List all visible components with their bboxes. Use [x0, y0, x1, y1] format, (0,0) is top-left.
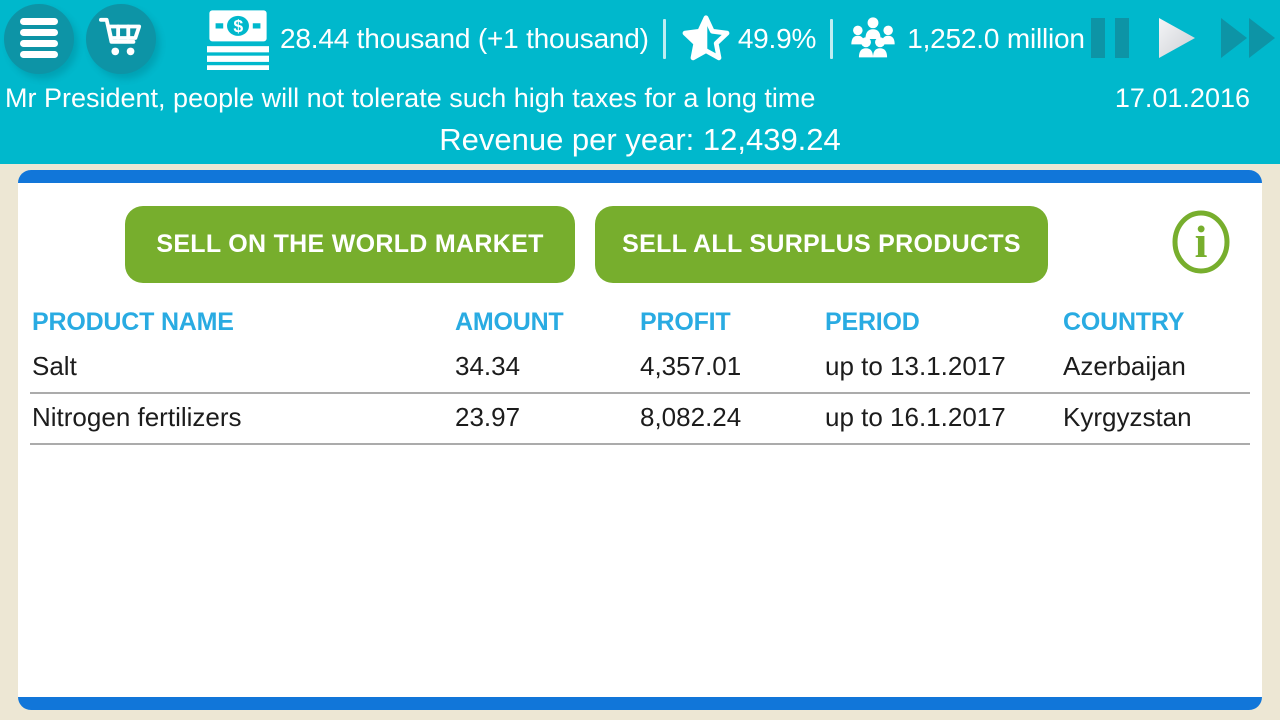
- topbar-controls-row: $ 28.44 thousand (+1 thousand): [0, 0, 1280, 78]
- panel-bottom-edge: [18, 697, 1262, 710]
- cell-product: Nitrogen fertilizers: [30, 393, 455, 445]
- info-icon: i: [1170, 209, 1232, 278]
- table-row: Nitrogen fertilizers 23.97 8,082.24 up t…: [30, 393, 1250, 445]
- info-button[interactable]: i: [1170, 210, 1232, 276]
- col-product-name: PRODUCT NAME: [32, 308, 234, 336]
- cell-product: Salt: [30, 343, 455, 394]
- approval-value: 49.9%: [737, 23, 817, 54]
- contracts-table: PRODUCT NAME AMOUNT PROFIT PERIOD COUNTR…: [30, 306, 1250, 445]
- dollar-glyph: $: [233, 16, 243, 36]
- cell-profit: 4,357.01: [640, 343, 825, 394]
- cell-profit: 8,082.24: [640, 393, 825, 445]
- cell-country: Azerbaijan: [1063, 343, 1250, 394]
- revenue-per-year: Revenue per year: 12,439.24: [439, 122, 841, 157]
- rating-icon: [680, 13, 732, 65]
- col-amount: AMOUNT: [455, 308, 564, 336]
- game-date: 17.01.2016: [1114, 82, 1250, 113]
- treasury-stat: $ 28.44 thousand (+1 thousand): [206, 8, 649, 70]
- revenue-row: Revenue per year: 12,439.24: [0, 116, 1280, 164]
- col-country: COUNTRY: [1063, 308, 1185, 336]
- pause-button[interactable]: [1085, 13, 1137, 66]
- cell-amount: 34.34: [455, 343, 640, 394]
- stat-separator: [662, 19, 666, 59]
- menu-button[interactable]: [4, 4, 74, 74]
- cell-period: up to 13.1.2017: [825, 343, 1063, 394]
- approval-stat: 49.9%: [680, 13, 816, 65]
- population-icon: [847, 14, 899, 64]
- treasury-value: 28.44 thousand (+1 thousand): [280, 23, 649, 54]
- col-period: PERIOD: [825, 308, 920, 336]
- money-icon: $: [206, 8, 270, 70]
- cell-country: Kyrgyzstan: [1063, 393, 1250, 445]
- population-value: 1,252.0 million: [907, 23, 1085, 54]
- table-row: Salt 34.34 4,357.01 up to 13.1.2017 Azer…: [30, 343, 1250, 394]
- fast-forward-button[interactable]: [1217, 13, 1280, 66]
- play-button[interactable]: [1153, 12, 1201, 67]
- panel-top-edge: [18, 170, 1262, 183]
- info-glyph: i: [1195, 216, 1208, 267]
- sell-surplus-button[interactable]: SELL ALL SURPLUS PRODUCTS: [595, 206, 1048, 283]
- menu-icon: [18, 16, 60, 63]
- cart-button[interactable]: [86, 4, 156, 74]
- pause-icon: [1089, 17, 1133, 62]
- stat-separator: [830, 19, 834, 59]
- message-row: Mr President, people will not tolerate s…: [0, 78, 1280, 118]
- population-stat: 1,252.0 million: [847, 14, 1085, 64]
- sell-world-market-button[interactable]: SELL ON THE WORLD MARKET: [125, 206, 575, 283]
- table-header-row: PRODUCT NAME AMOUNT PROFIT PERIOD COUNTR…: [30, 306, 1250, 343]
- advisor-message: Mr President, people will not tolerate s…: [5, 82, 816, 113]
- market-panel: SELL ON THE WORLD MARKET SELL ALL SURPLU…: [18, 170, 1262, 710]
- cell-period: up to 16.1.2017: [825, 393, 1063, 445]
- top-status-bar: $ 28.44 thousand (+1 thousand): [0, 0, 1280, 164]
- play-icon: [1157, 16, 1197, 63]
- col-profit: PROFIT: [640, 308, 731, 336]
- cart-icon: [98, 16, 144, 63]
- speed-controls: [1085, 12, 1280, 67]
- cell-amount: 23.97: [455, 393, 640, 445]
- fast-forward-icon: [1220, 17, 1277, 62]
